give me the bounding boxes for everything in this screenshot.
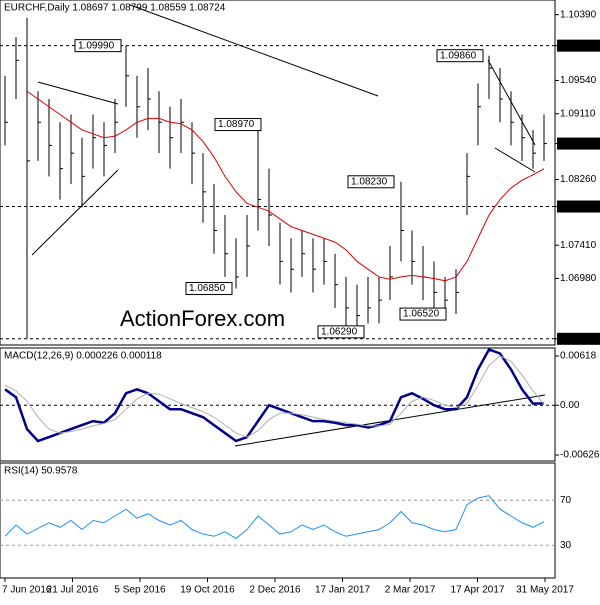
- y-tick-label: 1.10390: [560, 9, 597, 20]
- tick-box: [557, 200, 600, 213]
- macd-panel: [0, 347, 556, 462]
- y-tick-label: 1.09540: [560, 75, 597, 86]
- y-tick-label: 1.06980: [560, 273, 597, 284]
- rsi-panel: [0, 462, 556, 579]
- annotation-box: [185, 282, 233, 296]
- annotation-box: [214, 118, 262, 132]
- x-tick-label: 31 May 2017: [516, 585, 574, 596]
- watermark: ActionForex.com: [120, 306, 285, 331]
- annotation-box: [399, 307, 447, 321]
- trendline: [129, 4, 379, 97]
- x-tick-label: 7 Jun 2016: [2, 585, 52, 596]
- trendline: [494, 147, 536, 173]
- y-tick-label: 1.07410: [560, 240, 597, 251]
- price-panel: [0, 0, 556, 346]
- y-tick-label: 70: [560, 495, 572, 506]
- annotation-box: [317, 325, 365, 339]
- x-tick-label: 17 Apr 2017: [451, 585, 505, 596]
- trendline: [37, 81, 119, 105]
- x-tick-label: 17 Jan 2017: [315, 585, 370, 596]
- tick-box: [557, 39, 600, 52]
- annotation-label: 1.08230: [351, 176, 388, 187]
- macd-line: [4, 347, 545, 443]
- y-tick-label: 1.09110: [560, 108, 596, 119]
- annotation-label: 1.08970: [218, 119, 255, 130]
- annotation-label: 1.09990: [78, 40, 115, 51]
- x-tick-label: 5 Sep 2016: [114, 585, 166, 596]
- trendline: [31, 169, 119, 256]
- annotation-box: [74, 39, 122, 53]
- chart-title: EURCHF,Daily 1.08697 1.08799 1.08559 1.0…: [4, 3, 226, 14]
- tick-box: [557, 137, 600, 150]
- y-tick-label: 1.07910: [560, 201, 597, 212]
- macd-label: MACD(12,26,9) 0.000226 0.000118: [4, 351, 162, 362]
- y-tick-label: 1.08724: [560, 138, 597, 149]
- y-tick-label: 1.06200: [560, 333, 597, 344]
- macd-line: [4, 355, 545, 438]
- annotation-box: [347, 175, 395, 189]
- x-tick-label: 19 Oct 2016: [180, 585, 235, 596]
- x-tick-label: 2 Mar 2017: [385, 585, 436, 596]
- tick-box: [557, 332, 600, 345]
- moving-average: [26, 90, 545, 282]
- annotation-label: 1.06850: [189, 283, 226, 294]
- x-tick-label: 2 Dec 2016: [249, 585, 301, 596]
- y-tick-label: 1.08260: [560, 174, 597, 185]
- rsi-line: [4, 495, 545, 540]
- annotation-box: [436, 49, 484, 63]
- x-tick-label: 21 Jul 2016: [47, 585, 99, 596]
- rsi-label: RSI(14) 50.9578: [4, 466, 78, 477]
- annotation-label: 1.09860: [440, 50, 477, 61]
- y-tick-label: 0.00618: [560, 351, 597, 362]
- annotation-label: 1.06290: [321, 326, 358, 337]
- y-tick-label: 1.09990: [560, 40, 597, 51]
- y-tick-label: -0.00626: [560, 450, 600, 461]
- annotation-label: 1.06520: [403, 309, 440, 320]
- y-tick-label: 30: [560, 540, 572, 551]
- y-tick-label: 0.00: [560, 400, 580, 411]
